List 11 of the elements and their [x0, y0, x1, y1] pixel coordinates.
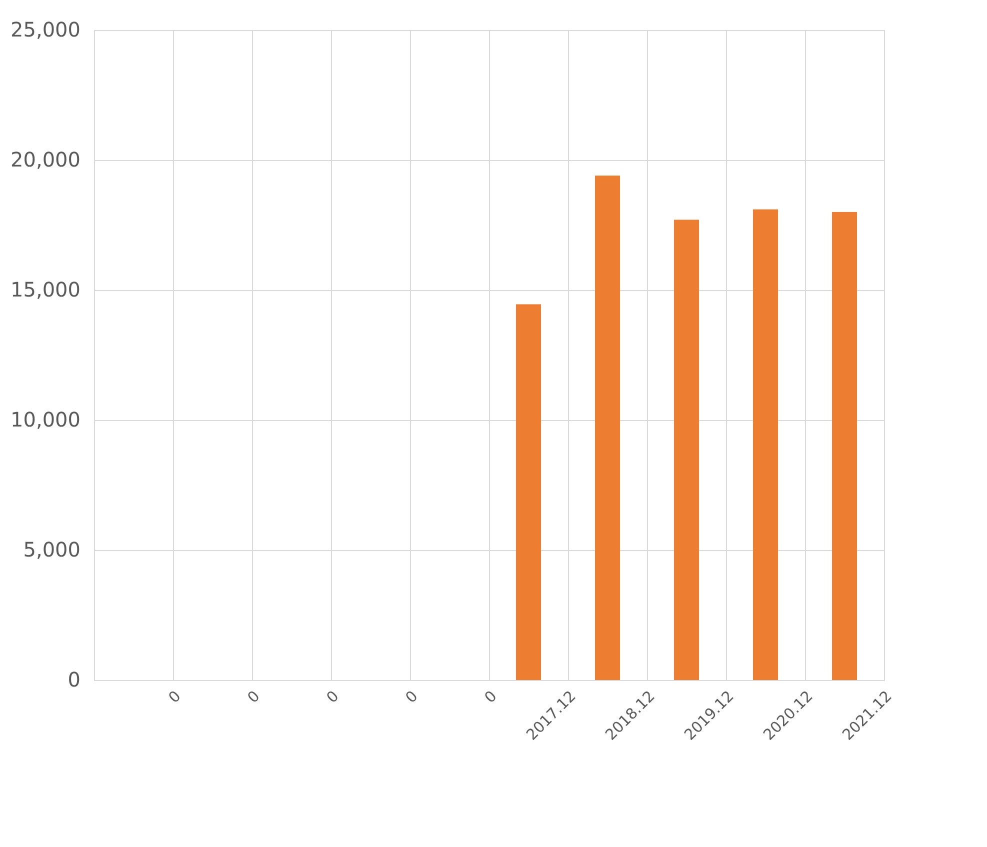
- y-tick-label: 5,000: [23, 538, 80, 562]
- x-tick-label: 0: [164, 687, 184, 707]
- y-tick-label: 10,000: [10, 408, 80, 432]
- y-tick-label: 25,000: [10, 18, 80, 42]
- x-tick-label: 0: [244, 687, 264, 707]
- x-tick-label: 0: [402, 687, 422, 707]
- y-tick-label: 15,000: [10, 278, 80, 302]
- x-tick-label: 0: [322, 687, 342, 707]
- y-tick-label: 20,000: [10, 148, 80, 172]
- y-tick-label: 0: [68, 668, 80, 692]
- x-tick-label: 0: [480, 687, 500, 707]
